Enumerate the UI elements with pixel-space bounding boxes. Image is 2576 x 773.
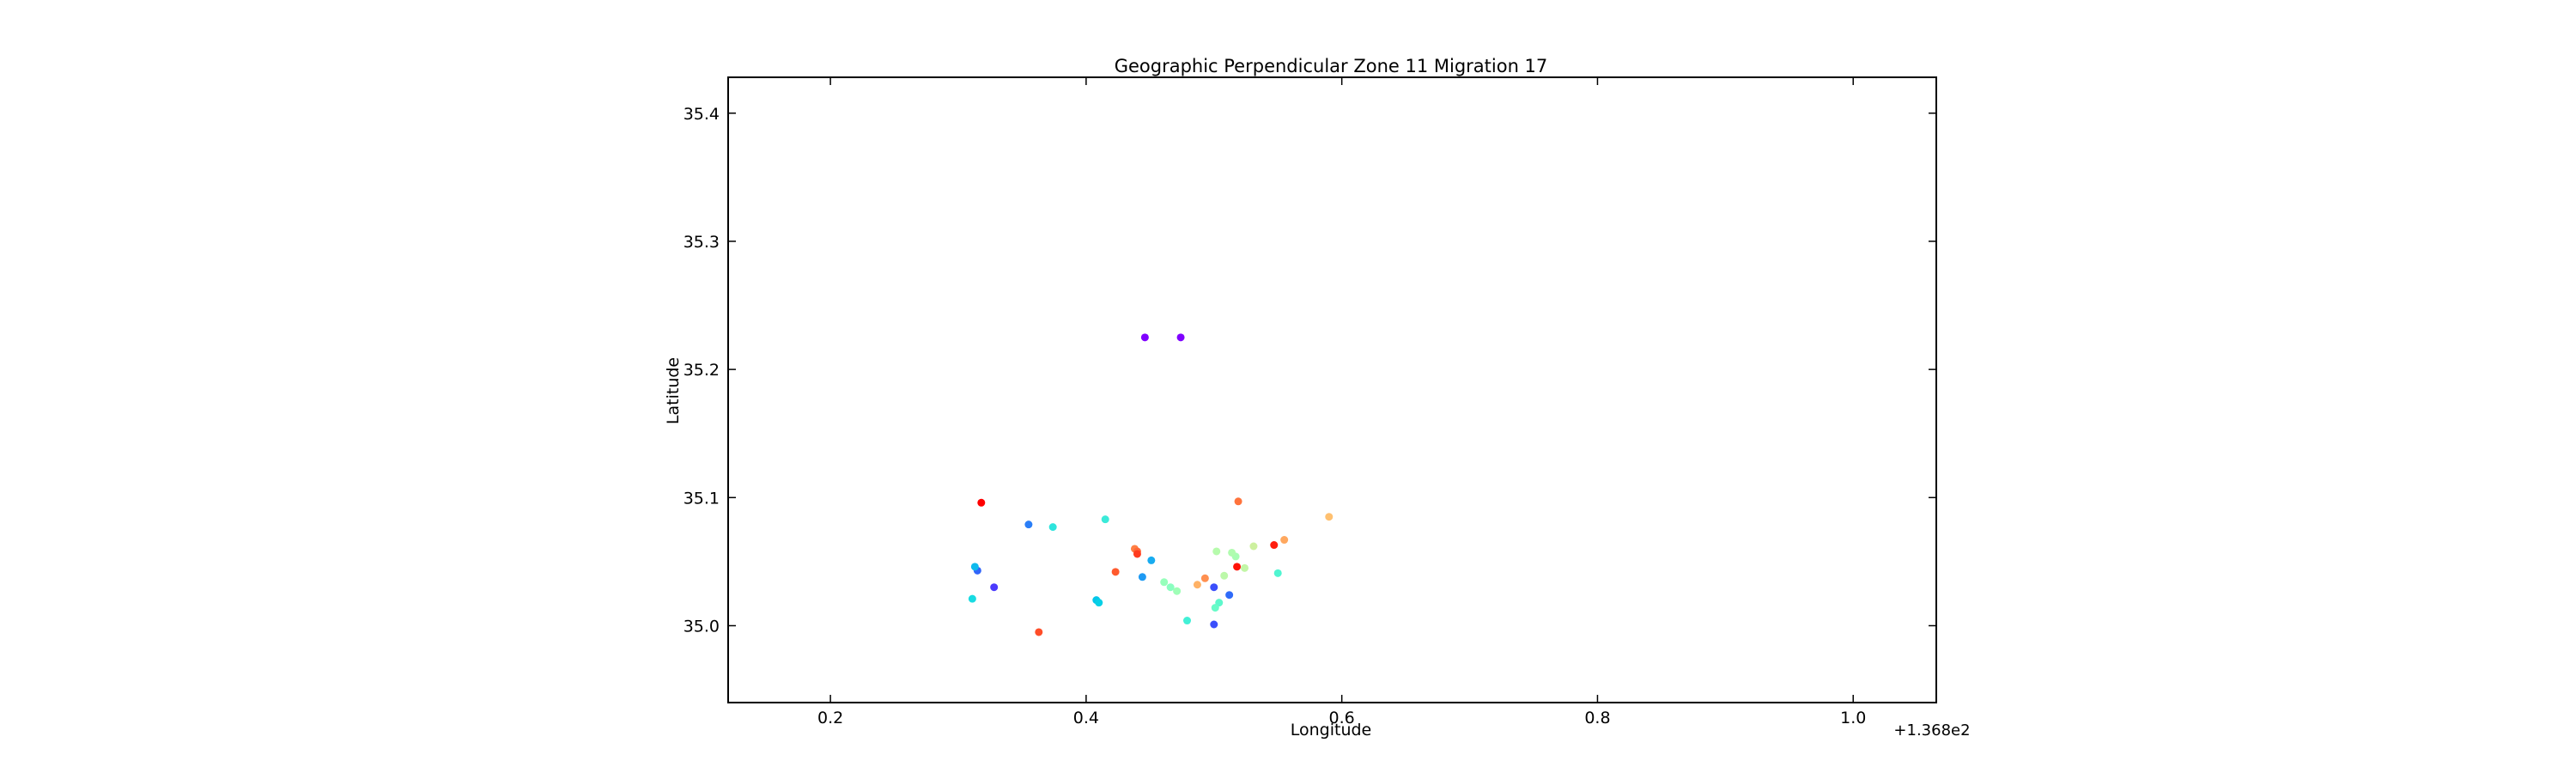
scatter-point xyxy=(977,498,986,507)
scatter-point xyxy=(968,594,976,603)
scatter-point xyxy=(1024,520,1033,529)
scatter-point xyxy=(1138,573,1146,581)
x-tick-label: 0.6 xyxy=(1329,709,1355,727)
y-axis-label: Latitude xyxy=(664,357,683,424)
x-axis-label: Longitude xyxy=(1291,721,1372,740)
scatter-point xyxy=(1212,547,1221,556)
x-tick-label: 0.4 xyxy=(1073,709,1099,727)
scatter-point xyxy=(1183,617,1192,625)
scatter-point xyxy=(1193,581,1201,589)
scatter-point xyxy=(1111,568,1120,576)
scatter-point xyxy=(1173,587,1182,595)
scatter-point xyxy=(1095,599,1103,607)
scatter-point xyxy=(1176,333,1185,342)
y-tick-label: 35.3 xyxy=(683,233,720,252)
x-axis-ticks: 0.2 0.4 0.6 0.8 1.0 xyxy=(817,77,1866,727)
scatter-point xyxy=(1166,583,1175,592)
scatter-point xyxy=(1035,628,1043,636)
y-tick-label: 35.4 xyxy=(683,105,720,124)
scatter-point xyxy=(1210,583,1218,592)
chart-title: Geographic Perpendicular Zone 11 Migrati… xyxy=(1115,56,1548,76)
y-tick-label: 35.0 xyxy=(683,617,720,636)
y-tick-label: 35.1 xyxy=(683,489,720,508)
x-tick-label: 0.2 xyxy=(817,709,843,727)
scatter-point xyxy=(1280,536,1289,545)
scatter-point xyxy=(1160,578,1169,587)
x-tick-label: 1.0 xyxy=(1840,709,1866,727)
scatter-point xyxy=(970,563,979,571)
scatter-point xyxy=(1101,515,1109,524)
scatter-point xyxy=(1273,569,1282,577)
scatter-point xyxy=(1210,620,1218,629)
scatter-point xyxy=(1211,604,1219,612)
scatter-point xyxy=(1140,333,1149,342)
scatter-point xyxy=(1133,550,1141,558)
scatter-point xyxy=(1220,571,1229,580)
scatter-point xyxy=(990,583,999,592)
scatter-point xyxy=(1225,591,1234,600)
scatter-point xyxy=(1048,523,1057,532)
x-axis-offset-label: +1.368e2 xyxy=(1893,721,1970,740)
scatter-point xyxy=(1234,497,1242,506)
scatter-point xyxy=(1233,563,1242,571)
scatter-point xyxy=(1325,513,1334,521)
y-tick-label: 35.2 xyxy=(683,361,720,380)
scatter-point xyxy=(1147,556,1156,564)
y-axis-ticks: 35.0 35.1 35.2 35.3 35.4 xyxy=(683,105,1936,636)
plot-area-frame xyxy=(727,76,1937,703)
data-points xyxy=(968,333,1334,636)
scatter-point xyxy=(1228,548,1236,557)
scatter-point xyxy=(1270,541,1279,550)
scatter-point xyxy=(1200,574,1209,582)
scatter-point xyxy=(1249,542,1258,551)
scatter-point xyxy=(1241,563,1249,572)
x-tick-label: 0.8 xyxy=(1584,709,1610,727)
